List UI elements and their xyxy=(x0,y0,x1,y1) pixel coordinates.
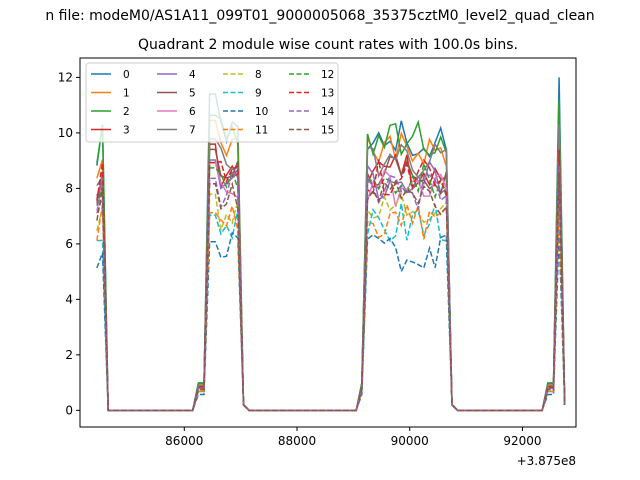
y-tick-label: 8 xyxy=(65,181,73,195)
x-axis: 86000 88000 90000 92000 xyxy=(165,427,542,448)
legend-label-2: 2 xyxy=(123,106,130,118)
legend-label-15: 15 xyxy=(321,125,334,137)
series-line-6 xyxy=(96,149,566,412)
legend-box xyxy=(85,62,339,143)
legend-label-3: 3 xyxy=(123,125,130,137)
y-tick-label: 0 xyxy=(65,403,73,417)
series-line-1 xyxy=(96,105,566,412)
series-line-8 xyxy=(96,182,566,412)
legend-label-12: 12 xyxy=(321,69,334,81)
series-line-4 xyxy=(96,146,566,412)
series-line-2 xyxy=(96,99,566,412)
series-line-5 xyxy=(96,135,566,412)
legend-label-14: 14 xyxy=(321,106,335,118)
x-tick-label: 92000 xyxy=(503,434,541,448)
legend-label-1: 1 xyxy=(123,88,130,100)
legend-label-11: 11 xyxy=(255,125,268,137)
legend-label-0: 0 xyxy=(123,69,130,81)
chart-title: Quadrant 2 module wise count rates with … xyxy=(138,37,518,53)
figure-suptitle: n file: modeM0/AS1A11_099T01_9000005068_… xyxy=(45,8,594,24)
y-tick-label: 4 xyxy=(65,292,73,306)
x-tick-label: 90000 xyxy=(391,434,429,448)
x-axis-offset-text: +3.875e8 xyxy=(517,454,576,468)
series-line-10 xyxy=(96,231,566,412)
legend-label-7: 7 xyxy=(189,125,196,137)
series-line-9 xyxy=(96,203,566,412)
series-line-3 xyxy=(96,130,566,412)
y-tick-label: 10 xyxy=(58,126,73,140)
x-tick-label: 86000 xyxy=(165,434,203,448)
series-line-7 xyxy=(96,124,566,412)
series-line-14 xyxy=(96,166,566,412)
legend-label-13: 13 xyxy=(321,88,334,100)
legend-label-5: 5 xyxy=(189,88,196,100)
y-tick-label: 6 xyxy=(65,237,73,251)
y-axis: 0 2 4 6 8 10 12 xyxy=(58,70,80,417)
x-tick-label: 88000 xyxy=(278,434,316,448)
legend-label-4: 4 xyxy=(189,69,196,81)
legend-label-8: 8 xyxy=(255,69,262,81)
legend-label-10: 10 xyxy=(255,106,268,118)
series-line-12 xyxy=(96,155,566,412)
y-tick-label: 12 xyxy=(58,70,73,84)
legend-label-9: 9 xyxy=(255,88,262,100)
series-line-13 xyxy=(96,149,566,412)
y-tick-label: 2 xyxy=(65,348,73,362)
series-lines xyxy=(96,77,566,412)
series-line-11 xyxy=(96,202,566,412)
legend-label-6: 6 xyxy=(189,106,196,118)
series-line-15 xyxy=(96,171,566,412)
plot-frame xyxy=(79,57,577,428)
